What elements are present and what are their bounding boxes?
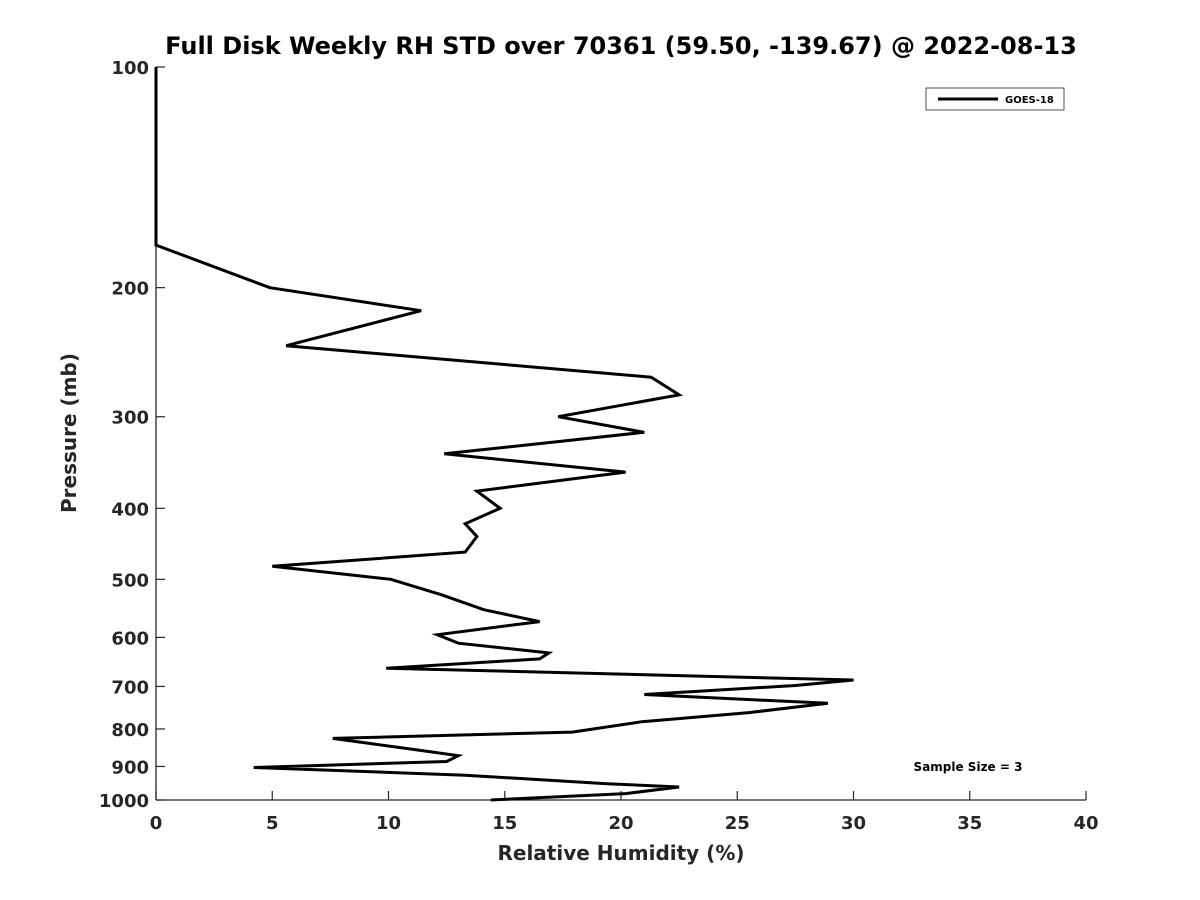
y-tick-label: 900	[111, 757, 149, 778]
x-tick-label: 0	[150, 813, 163, 834]
x-tick-label: 30	[841, 813, 866, 834]
y-tick-label: 600	[111, 628, 149, 649]
y-tick-label: 1000	[99, 791, 149, 812]
y-tick-label: 800	[111, 720, 149, 741]
legend: GOES-18	[925, 87, 1065, 111]
legend-label: GOES-18	[1005, 95, 1054, 106]
x-tick-label: 35	[957, 813, 982, 834]
y-tick-label: 500	[111, 570, 149, 591]
sample-size-annotation: Sample Size = 3	[914, 760, 1023, 774]
x-axis-label: Relative Humidity (%)	[497, 841, 744, 865]
y-tick-label: 300	[111, 408, 149, 429]
x-tick-label: 15	[492, 813, 517, 834]
x-tick-label: 40	[1073, 813, 1098, 834]
y-tick-label: 200	[111, 279, 149, 300]
x-ticks: 0 5 10 15 20 25 30 35 40	[150, 791, 1099, 834]
series-line-goes-18	[154, 67, 854, 802]
y-ticks: 100 200 300 400 500 600 700 800 900 1000	[99, 58, 165, 812]
x-tick-label: 25	[725, 813, 750, 834]
y-tick-label: 700	[111, 677, 149, 698]
y-tick-label: 400	[111, 499, 149, 520]
series-layer	[154, 67, 854, 802]
chart-title: Full Disk Weekly RH STD over 70361 (59.5…	[165, 32, 1077, 60]
y-tick-label: 100	[111, 58, 149, 79]
x-tick-label: 5	[266, 813, 279, 834]
x-tick-label: 10	[376, 813, 401, 834]
y-axis-label: Pressure (mb)	[57, 353, 81, 513]
x-tick-label: 20	[608, 813, 633, 834]
